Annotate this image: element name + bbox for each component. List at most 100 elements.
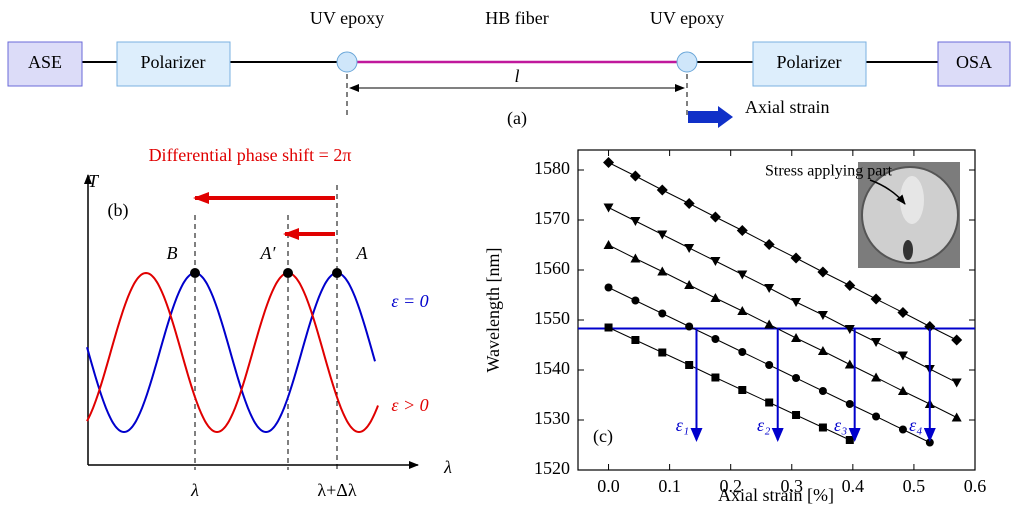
data-point <box>763 239 775 250</box>
data-point <box>711 335 720 343</box>
polarizer-box <box>116 41 231 87</box>
peak-label: A <box>356 243 369 263</box>
strain-label: ε₄ <box>909 415 922 435</box>
series-line <box>608 207 957 383</box>
setup-diagram: ASE Polarizer Polarizer OSA UV epoxy UV … <box>7 8 1011 129</box>
epoxy-joint <box>676 51 698 73</box>
x-tick-label: 0.4 <box>842 476 865 496</box>
data-point <box>765 361 774 369</box>
data-point <box>844 325 855 334</box>
data-point <box>951 412 962 422</box>
data-point <box>709 211 721 223</box>
peak-dot <box>332 268 342 278</box>
y-axis-title: Wavelength [nm] <box>483 247 503 372</box>
length-label: l <box>514 66 519 86</box>
data-point <box>872 412 881 421</box>
data-point <box>817 311 828 320</box>
y-label: T <box>88 171 100 191</box>
data-point <box>871 338 882 347</box>
data-point <box>791 333 802 342</box>
y-tick-label: 1580 <box>534 158 570 178</box>
series-line <box>608 327 851 441</box>
data-point <box>738 386 747 394</box>
y-tick-label: 1530 <box>534 408 570 428</box>
data-point <box>871 372 882 382</box>
strain-label: ε₃ <box>834 415 847 435</box>
data-point <box>792 411 801 419</box>
x-tick-label: 0.6 <box>964 476 987 496</box>
data-point <box>898 425 907 434</box>
data-point <box>685 322 694 331</box>
epoxy-label: UV epoxy <box>310 8 384 28</box>
data-point <box>604 283 613 292</box>
osa-box <box>937 41 1011 87</box>
data-point <box>951 334 963 346</box>
x-axis-title: Axial strain [%] <box>718 485 834 505</box>
plot-frame <box>577 149 976 471</box>
chart: Wavelength [nm] Axial strain [%] (c) Str… <box>483 149 987 505</box>
data-point <box>951 378 962 388</box>
data-point <box>710 293 721 302</box>
peak-dot <box>283 268 293 278</box>
data-point <box>845 400 854 408</box>
data-point <box>818 423 827 432</box>
y-tick-label: 1550 <box>534 308 570 328</box>
spectrum-curve <box>86 271 379 434</box>
data-point <box>630 217 641 226</box>
peak-label: A′ <box>260 243 277 263</box>
data-point <box>658 309 667 318</box>
block-label: Polarizer <box>777 52 842 72</box>
polarizer-box <box>752 41 867 87</box>
panel-label: (b) <box>108 200 129 221</box>
strain-label: ε₂ <box>757 415 770 435</box>
data-point <box>818 387 827 395</box>
shift-label: Differential phase shift = 2π <box>149 145 352 165</box>
y-tick-label: 1570 <box>534 208 570 228</box>
data-point <box>791 298 802 307</box>
data-point <box>817 266 829 278</box>
data-point <box>790 252 802 264</box>
strain-label: ε₁ <box>676 415 689 435</box>
data-point <box>897 351 908 361</box>
strain-arrow <box>688 106 733 128</box>
block-label: Polarizer <box>141 52 206 72</box>
epoxy-label: UV epoxy <box>650 8 724 28</box>
data-point <box>737 270 748 280</box>
stress-part <box>903 240 913 260</box>
series-line <box>608 244 957 418</box>
data-point <box>631 336 640 344</box>
panel-label: (a) <box>507 108 527 129</box>
data-point <box>603 203 614 213</box>
x-tick-label: 0.0 <box>597 476 620 496</box>
data-point <box>736 225 748 236</box>
data-point <box>737 306 748 315</box>
x-label: λ <box>443 457 452 477</box>
data-point <box>764 284 775 293</box>
data-point <box>845 436 854 444</box>
fiber-label: HB fiber <box>485 8 548 28</box>
data-point <box>817 346 828 355</box>
data-point <box>844 280 856 291</box>
data-point <box>657 266 668 276</box>
data-point <box>897 386 908 395</box>
y-tick-label: 1520 <box>534 458 570 478</box>
data-point <box>738 348 747 356</box>
curve-label: ε > 0 <box>391 395 428 415</box>
x-tick-label: 0.2 <box>719 476 742 496</box>
data-point <box>685 361 694 369</box>
data-point <box>684 244 695 253</box>
block-label: ASE <box>28 52 62 72</box>
data-point <box>765 398 774 407</box>
data-point <box>657 230 668 240</box>
x-tick-label: 0.3 <box>781 476 804 496</box>
y-tick-label: 1560 <box>534 258 570 278</box>
y-tick-label: 1540 <box>534 358 570 378</box>
schematic: T λ (b) Differential phase shift = 2π B … <box>84 145 452 500</box>
inset-label: Stress applying part <box>765 163 893 180</box>
series-line <box>608 162 957 341</box>
strain-label: Axial strain <box>745 97 829 117</box>
epoxy-joint <box>336 51 358 73</box>
data-point <box>792 374 801 382</box>
data-point <box>603 157 615 168</box>
